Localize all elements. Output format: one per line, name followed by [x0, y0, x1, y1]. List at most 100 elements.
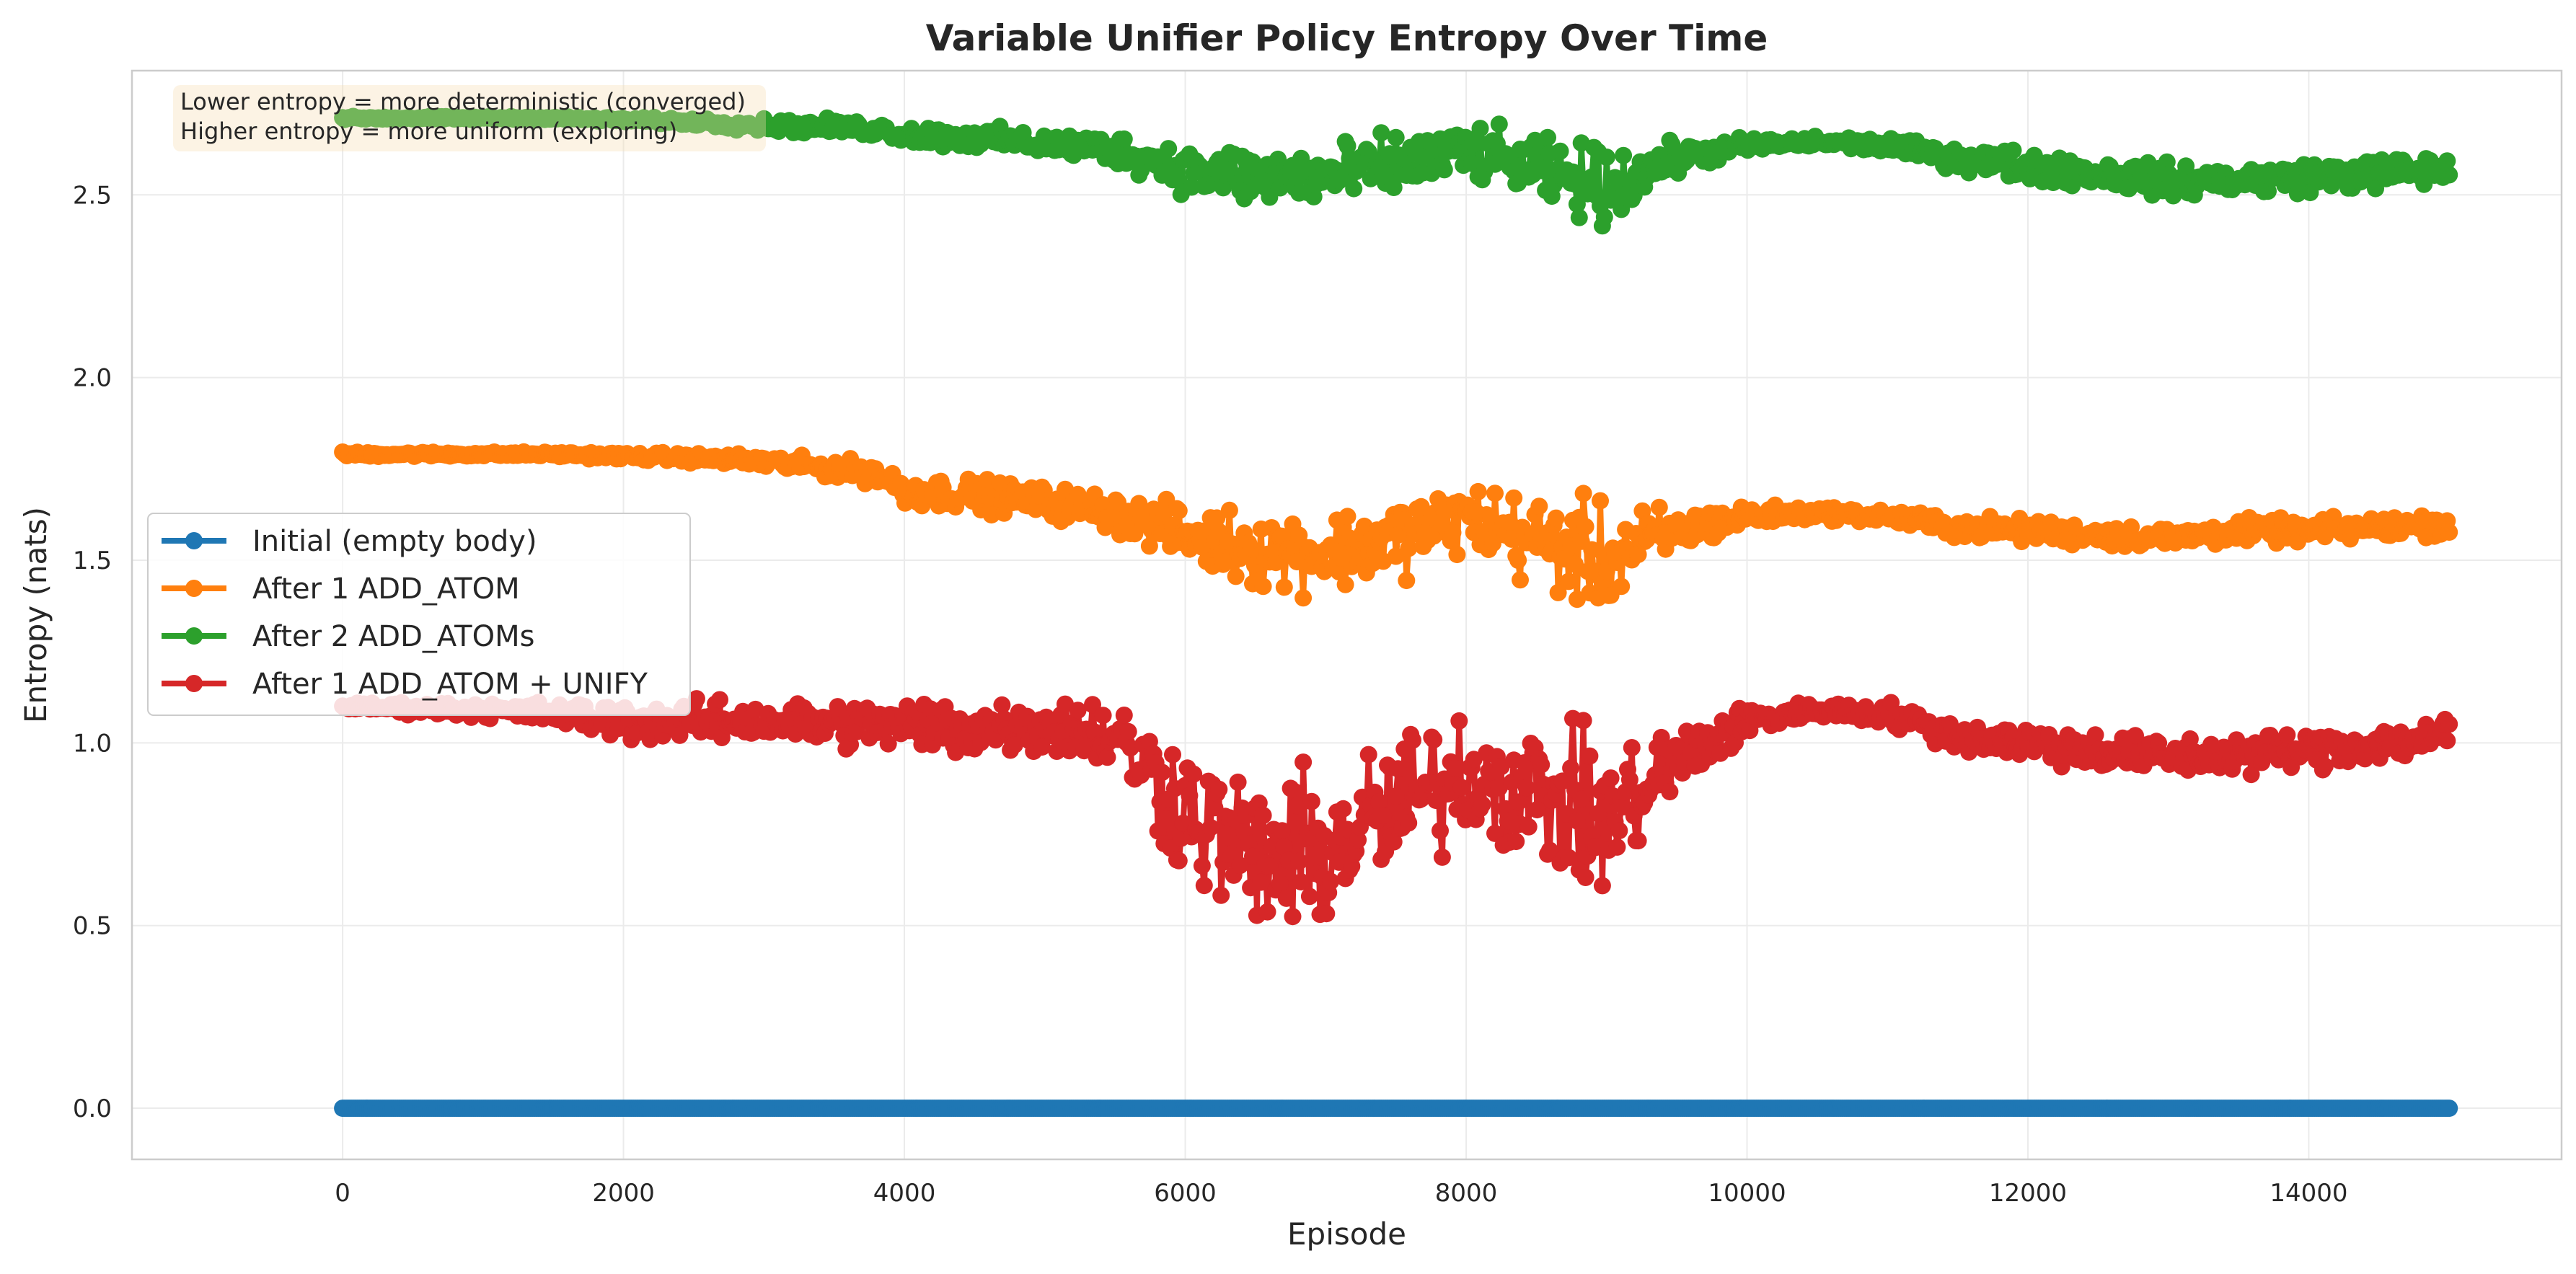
- x-tick-label: 10000: [1708, 1179, 1786, 1208]
- legend-label: After 2 ADD_ATOMs: [252, 620, 534, 653]
- data-point: [1610, 822, 1628, 840]
- data-point: [1592, 492, 1609, 510]
- legend-label: Initial (empty body): [252, 525, 537, 558]
- data-point: [1509, 793, 1527, 811]
- data-point: [1220, 501, 1238, 519]
- data-point: [1208, 509, 1226, 527]
- data-point: [1370, 793, 1388, 811]
- data-point: [1398, 572, 1416, 590]
- data-point: [1094, 707, 1112, 725]
- y-axis-label: Entropy (nats): [18, 507, 53, 723]
- data-point: [1505, 489, 1523, 507]
- data-point: [1387, 787, 1405, 805]
- data-point: [1560, 849, 1578, 867]
- data-point: [1292, 873, 1310, 891]
- data-point: [1229, 773, 1247, 791]
- x-tick-label: 12000: [1989, 1179, 2067, 1208]
- data-point: [1119, 722, 1137, 740]
- data-point: [2278, 726, 2296, 744]
- data-point: [1450, 712, 1468, 730]
- data-point: [1387, 128, 1405, 146]
- data-point: [1322, 872, 1340, 890]
- data-point: [1576, 869, 1594, 886]
- data-point: [1258, 903, 1276, 921]
- data-point: [982, 506, 1000, 524]
- y-tick-label: 0.5: [73, 912, 112, 941]
- y-tick-label: 1.5: [73, 547, 112, 575]
- data-point: [1334, 800, 1352, 818]
- data-point: [1212, 886, 1230, 904]
- legend-item-0: Initial (empty body): [162, 525, 537, 558]
- series-1: [334, 443, 2458, 609]
- data-point: [1284, 908, 1302, 926]
- series-markers: [334, 107, 2458, 235]
- series-layer: [334, 107, 2458, 1118]
- data-point: [1387, 547, 1405, 565]
- data-point: [1572, 790, 1590, 808]
- series-0: [334, 1100, 2458, 1118]
- y-tick-label: 1.0: [73, 729, 112, 758]
- data-point: [1385, 833, 1403, 851]
- data-point: [1629, 832, 1647, 850]
- y-tick-label: 2.0: [73, 364, 112, 393]
- legend-label: After 1 ADD_ATOM + UNIFY: [252, 668, 648, 701]
- data-point: [2438, 152, 2456, 170]
- data-point: [1595, 208, 1613, 226]
- plot-area-frame: [131, 69, 2563, 1161]
- data-point: [2440, 715, 2458, 733]
- data-point: [993, 696, 1011, 714]
- data-point: [1490, 115, 1508, 133]
- data-point: [1300, 888, 1318, 906]
- data-point: [1476, 523, 1494, 540]
- series-2: [334, 107, 2458, 235]
- data-point: [2086, 726, 2104, 744]
- data-point: [2440, 523, 2458, 541]
- data-point: [671, 726, 689, 744]
- annotation-background: [173, 85, 766, 151]
- annotation-line-higher: Higher entropy = more uniform (exploring…: [180, 118, 677, 145]
- data-point: [1375, 807, 1393, 825]
- legend-item-3: After 1 ADD_ATOM + UNIFY: [162, 668, 648, 701]
- data-point: [1345, 180, 1363, 198]
- x-tick-label: 2000: [592, 1179, 655, 1208]
- data-point: [1469, 482, 1487, 500]
- legend-swatch-marker: [185, 675, 203, 692]
- data-point: [1389, 760, 1407, 778]
- data-point: [1620, 771, 1638, 789]
- data-point: [1444, 523, 1462, 541]
- data-point: [1615, 146, 1633, 164]
- data-point: [1338, 508, 1357, 526]
- data-point: [1170, 851, 1188, 870]
- data-point: [1275, 838, 1293, 856]
- data-point: [1473, 795, 1491, 813]
- data-point: [1271, 875, 1289, 893]
- data-point: [1517, 779, 1535, 797]
- data-point: [1349, 831, 1367, 849]
- data-point: [2122, 518, 2140, 536]
- y-tick-label: 0.0: [73, 1094, 112, 1123]
- data-point: [1452, 779, 1470, 797]
- data-point: [1608, 838, 1626, 856]
- data-point: [1290, 852, 1308, 870]
- data-point: [1084, 696, 1101, 714]
- x-axis-label: Episode: [1287, 1216, 1406, 1252]
- data-point: [1597, 149, 1615, 166]
- data-point: [1532, 162, 1551, 180]
- legend-label: After 1 ADD_ATOM: [252, 572, 520, 606]
- data-point: [1661, 783, 1679, 801]
- data-point: [1069, 702, 1087, 720]
- data-point: [1560, 572, 1578, 590]
- data-point: [1261, 857, 1279, 875]
- data-point: [1254, 578, 1272, 596]
- data-point: [1539, 128, 1556, 146]
- data-point: [1170, 502, 1188, 520]
- data-point: [1568, 812, 1586, 830]
- series-markers: [334, 1100, 2458, 1118]
- data-point: [1425, 731, 1443, 748]
- data-point: [711, 691, 728, 709]
- data-point: [1140, 537, 1158, 555]
- tick-labels: 0 2000 4000 6000 8000 10000 12000 14000 0.0 0.5 1.…: [73, 181, 2348, 1208]
- data-point: [1294, 753, 1313, 771]
- x-tick-label: 0: [335, 1179, 350, 1208]
- data-point: [1183, 178, 1201, 196]
